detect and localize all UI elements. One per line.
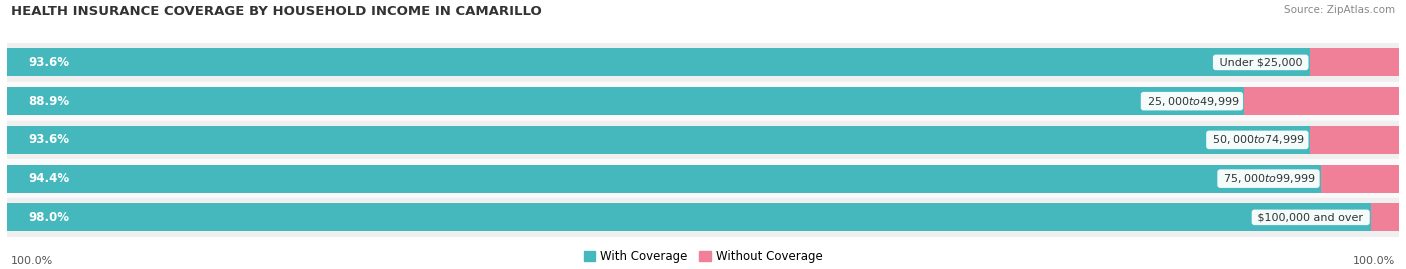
Bar xyxy=(1371,203,1399,231)
Text: 94.4%: 94.4% xyxy=(28,172,69,185)
Text: HEALTH INSURANCE COVERAGE BY HOUSEHOLD INCOME IN CAMARILLO: HEALTH INSURANCE COVERAGE BY HOUSEHOLD I… xyxy=(11,5,541,18)
Bar xyxy=(1244,87,1399,115)
Text: Under $25,000: Under $25,000 xyxy=(1216,57,1306,68)
Bar xyxy=(7,126,1310,154)
Text: 93.6%: 93.6% xyxy=(28,133,69,146)
Text: 100.0%: 100.0% xyxy=(1353,256,1395,266)
Bar xyxy=(1322,165,1399,193)
Bar xyxy=(7,43,1399,82)
Text: 88.9%: 88.9% xyxy=(28,95,69,108)
Text: $50,000 to $74,999: $50,000 to $74,999 xyxy=(1209,133,1306,146)
Text: 98.0%: 98.0% xyxy=(28,211,69,224)
Bar xyxy=(7,82,1399,121)
Bar xyxy=(7,203,1371,231)
Text: Source: ZipAtlas.com: Source: ZipAtlas.com xyxy=(1284,5,1395,15)
Bar xyxy=(1310,48,1399,76)
Text: $75,000 to $99,999: $75,000 to $99,999 xyxy=(1220,172,1317,185)
Bar xyxy=(7,48,1310,76)
Text: 100.0%: 100.0% xyxy=(11,256,53,266)
Text: $25,000 to $49,999: $25,000 to $49,999 xyxy=(1143,95,1240,108)
Text: $100,000 and over: $100,000 and over xyxy=(1254,212,1367,222)
Bar xyxy=(7,165,1322,193)
Bar xyxy=(7,198,1399,237)
Legend: With Coverage, Without Coverage: With Coverage, Without Coverage xyxy=(583,250,823,263)
Bar xyxy=(1310,126,1399,154)
Bar xyxy=(7,121,1399,159)
Bar xyxy=(7,159,1399,198)
Bar xyxy=(7,87,1244,115)
Text: 93.6%: 93.6% xyxy=(28,56,69,69)
